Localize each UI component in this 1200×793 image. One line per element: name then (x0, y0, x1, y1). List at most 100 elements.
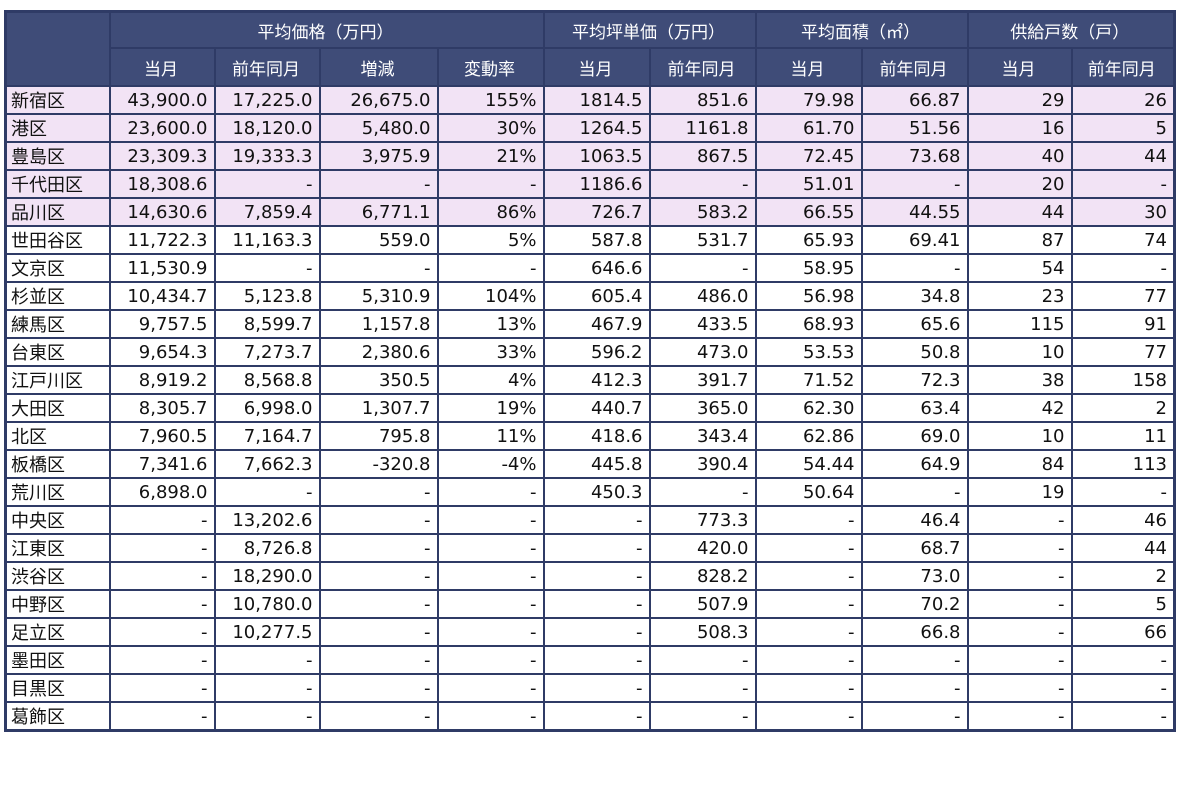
value-cell: 6,771.1 (318, 197, 439, 227)
table-row: 練馬区 9,757.5 8,599.7 1,157.8 13% 467.9 433.5 68.… (4, 309, 1176, 339)
table-row: 港区 23,600.0 18,120.0 5,480.0 30% 1264.5 1161.8… (4, 113, 1176, 143)
corner-cell (4, 10, 111, 87)
value-cell: 5 (1070, 589, 1176, 619)
value-cell: 51.56 (860, 113, 969, 143)
value-cell: - (436, 477, 545, 507)
value-cell: 26,675.0 (318, 85, 439, 115)
value-cell: - (318, 477, 439, 507)
value-cell: 412.3 (542, 365, 651, 395)
ward-name-cell: 練馬区 (4, 309, 111, 339)
value-cell: - (648, 645, 757, 675)
value-cell: - (318, 673, 439, 703)
value-cell: 13% (436, 309, 545, 339)
value-cell: - (108, 617, 216, 647)
ward-name-cell: 中央区 (4, 505, 111, 535)
ward-statistics-table: 平均価格（万円） 平均坪単価（万円） 平均面積（㎡） 供給戸数（戸） 当月 前年同月 増減… (4, 10, 1176, 732)
value-cell: 66.8 (860, 617, 969, 647)
table-row: 目黒区 - - - - - - - - - - (4, 673, 1176, 703)
value-cell: 486.0 (648, 281, 757, 311)
value-cell: - (648, 253, 757, 283)
value-cell: 795.8 (318, 421, 439, 451)
value-cell: 10,277.5 (213, 617, 321, 647)
value-cell: 587.8 (542, 225, 651, 255)
value-cell: 2 (1070, 561, 1176, 591)
value-cell: - (542, 533, 651, 563)
value-cell: - (754, 645, 863, 675)
ward-name-cell: 渋谷区 (4, 561, 111, 591)
value-cell: - (1070, 477, 1176, 507)
value-cell: 50.64 (754, 477, 863, 507)
value-cell: 53.53 (754, 337, 863, 367)
ward-name-cell: 荒川区 (4, 477, 111, 507)
value-cell: 508.3 (648, 617, 757, 647)
value-cell: 21% (436, 141, 545, 171)
value-cell: - (1070, 169, 1176, 199)
value-cell: 20 (966, 169, 1073, 199)
value-cell: 69.0 (860, 421, 969, 451)
value-cell: - (318, 253, 439, 283)
value-cell: - (436, 617, 545, 647)
value-cell: - (754, 505, 863, 535)
value-cell: 5,480.0 (318, 113, 439, 143)
value-cell: 19% (436, 393, 545, 423)
table-row: 文京区 11,530.9- - -646.6-58.95-54- (4, 253, 1176, 283)
value-cell: 2 (1070, 393, 1176, 423)
group-header: 供給戸数（戸） (966, 10, 1176, 49)
value-cell: - (966, 561, 1073, 591)
value-cell: 10,434.7 (108, 281, 216, 311)
value-cell: 71.52 (754, 365, 863, 395)
value-cell: 77 (1070, 337, 1176, 367)
value-cell: - (966, 645, 1073, 675)
value-cell: 867.5 (648, 141, 757, 171)
column-header: 前年同月 (648, 47, 757, 87)
table-row: 墨田区 - - - - - - - - - - (4, 645, 1176, 675)
value-cell: 65.93 (754, 225, 863, 255)
value-cell: - (318, 169, 439, 199)
group-header: 平均坪単価（万円） (542, 10, 757, 49)
ward-name-cell: 世田谷区 (4, 225, 111, 255)
table-row: 杉並区 10,434.7 5,123.8 5,310.9 104% 605.4 486.0 5… (4, 281, 1176, 311)
value-cell: - (966, 589, 1073, 619)
value-cell: 158 (1070, 365, 1176, 395)
value-cell: - (108, 533, 216, 563)
value-cell: - (213, 477, 321, 507)
value-cell: 583.2 (648, 197, 757, 227)
value-cell: 420.0 (648, 533, 757, 563)
value-cell: 1814.5 (542, 85, 651, 115)
column-header: 前年同月 (1070, 47, 1176, 87)
value-cell: 104% (436, 281, 545, 311)
value-cell: 559.0 (318, 225, 439, 255)
value-cell: 18,290.0 (213, 561, 321, 591)
subheader-row: 当月 前年同月 増減 変動率 当月 前年同月 当月 前年同月 当月 前年同月 (6, 47, 1176, 87)
value-cell: 68.93 (754, 309, 863, 339)
ward-name-cell: 品川区 (4, 197, 111, 227)
data-table-container: 平均価格（万円） 平均坪単価（万円） 平均面積（㎡） 供給戸数（戸） 当月 前年同月 増減… (4, 10, 1176, 732)
value-cell: 433.5 (648, 309, 757, 339)
value-cell: 7,164.7 (213, 421, 321, 451)
value-cell: 63.4 (860, 393, 969, 423)
value-cell: - (213, 701, 321, 732)
ward-name-cell: 港区 (4, 113, 111, 143)
table-row: 新宿区 43,900.0 17,225.0 26,675.0 155% 1814.5 851… (4, 85, 1176, 115)
value-cell: 10 (966, 337, 1073, 367)
value-cell: - (754, 589, 863, 619)
value-cell: 91 (1070, 309, 1176, 339)
value-cell: 23,600.0 (108, 113, 216, 143)
value-cell: - (542, 701, 651, 732)
value-cell: 44 (1070, 141, 1176, 171)
value-cell: 8,726.8 (213, 533, 321, 563)
value-cell: 9,757.5 (108, 309, 216, 339)
value-cell: 18,120.0 (213, 113, 321, 143)
value-cell: 13,202.6 (213, 505, 321, 535)
ward-name-cell: 中野区 (4, 589, 111, 619)
ward-name-cell: 大田区 (4, 393, 111, 423)
value-cell: 66 (1070, 617, 1176, 647)
value-cell: 58.95 (754, 253, 863, 283)
ward-name-cell: 千代田区 (4, 169, 111, 199)
value-cell: -320.8 (318, 449, 439, 479)
value-cell: 84 (966, 449, 1073, 479)
value-cell: 1161.8 (648, 113, 757, 143)
value-cell: 7,273.7 (213, 337, 321, 367)
value-cell: - (966, 701, 1073, 732)
ward-name-cell: 江東区 (4, 533, 111, 563)
